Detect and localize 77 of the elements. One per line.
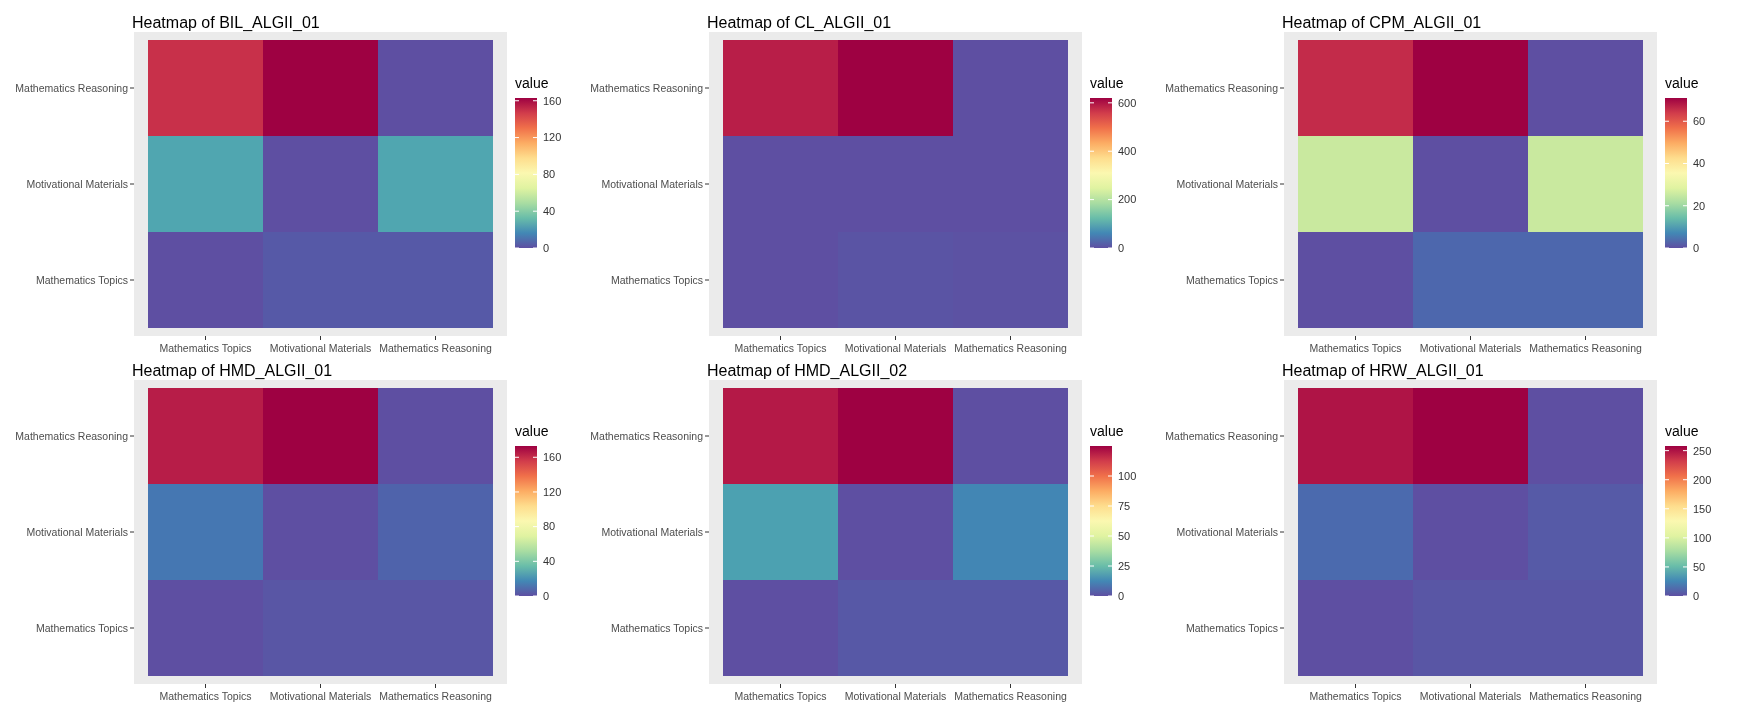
- color-bar-label: 100: [1118, 469, 1137, 482]
- color-bar-label: 40: [543, 555, 556, 568]
- chart-title: Heatmap of CPM_ALGII_01: [1282, 14, 1482, 32]
- color-bar-label: 20: [1693, 199, 1706, 212]
- x-tick-label: Motivational Materials: [1419, 342, 1522, 354]
- y-tick-label: Mathematics Topics: [35, 621, 128, 634]
- y-tick-label: Mathematics Reasoning: [590, 81, 704, 94]
- y-tick-label: Motivational Materials: [1176, 525, 1278, 538]
- color-bar-label: 0: [543, 589, 550, 602]
- x-tick-label: Mathematics Topics: [1309, 690, 1402, 702]
- color-bar-label: 160: [543, 94, 562, 107]
- y-tick-label: Mathematics Reasoning: [15, 81, 129, 94]
- x-tick-label: Motivational Materials: [844, 690, 947, 702]
- x-tick-label: Mathematics Topics: [734, 690, 827, 702]
- color-bar-label: 50: [1693, 560, 1706, 573]
- color-bar-label: 0: [1118, 589, 1125, 602]
- color-bar-label: 0: [1693, 241, 1700, 254]
- x-tick-label: Mathematics Topics: [159, 342, 252, 354]
- chart-title: Heatmap of HMD_ALGII_01: [132, 362, 333, 380]
- y-tick-label: Mathematics Topics: [610, 621, 703, 634]
- color-bar-label: 40: [1693, 157, 1706, 170]
- legend-title: value: [1090, 75, 1124, 91]
- y-tick-label: Mathematics Reasoning: [1165, 429, 1279, 442]
- color-bar-label: 600: [1118, 96, 1137, 109]
- x-tick-label: Mathematics Reasoning: [954, 690, 1067, 702]
- y-tick-label: Mathematics Reasoning: [590, 429, 704, 442]
- color-bar-label: 50: [1118, 529, 1131, 542]
- chart-title: Heatmap of HMD_ALGII_02: [707, 362, 908, 380]
- color-bar-label: 120: [543, 485, 562, 498]
- color-bar-label: 80: [543, 168, 556, 181]
- color-bar-label: 0: [543, 241, 550, 254]
- y-tick-label: Motivational Materials: [26, 177, 128, 190]
- color-bar-label: 0: [1118, 241, 1125, 254]
- x-tick-label: Mathematics Reasoning: [954, 342, 1067, 354]
- x-tick-label: Mathematics Topics: [734, 342, 827, 354]
- color-bar-label: 250: [1693, 444, 1712, 457]
- y-tick-label: Motivational Materials: [26, 525, 128, 538]
- color-bar-label: 25: [1118, 559, 1131, 572]
- color-bar-label: 160: [543, 451, 562, 464]
- legend-title: value: [515, 423, 549, 439]
- legend-title: value: [515, 75, 549, 91]
- x-tick-label: Motivational Materials: [269, 690, 372, 702]
- chart-title: Heatmap of HRW_ALGII_01: [1282, 362, 1484, 380]
- y-tick-label: Motivational Materials: [601, 525, 703, 538]
- color-bar-label: 75: [1118, 499, 1131, 512]
- legend-title: value: [1090, 423, 1124, 439]
- x-tick-label: Motivational Materials: [269, 342, 372, 354]
- y-tick-label: Mathematics Reasoning: [1165, 81, 1279, 94]
- y-tick-label: Mathematics Topics: [35, 273, 128, 286]
- legend-title: value: [1665, 423, 1699, 439]
- x-tick-label: Mathematics Reasoning: [1529, 342, 1642, 354]
- color-bar-label: 200: [1118, 193, 1137, 206]
- x-tick-label: Mathematics Reasoning: [379, 342, 492, 354]
- color-bar-label: 40: [543, 205, 556, 218]
- color-bar-label: 80: [543, 520, 556, 533]
- color-bar-label: 400: [1118, 145, 1137, 158]
- color-bar-label: 150: [1693, 502, 1712, 515]
- color-bar-label: 100: [1693, 531, 1712, 544]
- legend-title: value: [1665, 75, 1699, 91]
- chart-title: Heatmap of BIL_ALGII_01: [132, 14, 320, 32]
- y-tick-label: Mathematics Topics: [610, 273, 703, 286]
- x-tick-label: Mathematics Reasoning: [379, 690, 492, 702]
- x-tick-label: Mathematics Topics: [159, 690, 252, 702]
- color-bar-label: 120: [543, 131, 562, 144]
- color-bar-label: 200: [1693, 473, 1712, 486]
- x-tick-label: Motivational Materials: [844, 342, 947, 354]
- y-tick-label: Motivational Materials: [601, 177, 703, 190]
- color-bar-label: 60: [1693, 115, 1706, 128]
- y-tick-label: Motivational Materials: [1176, 177, 1278, 190]
- color-bar-label: 0: [1693, 589, 1700, 602]
- x-tick-label: Mathematics Reasoning: [1529, 690, 1642, 702]
- y-tick-label: Mathematics Reasoning: [15, 429, 129, 442]
- y-tick-label: Mathematics Topics: [1185, 621, 1278, 634]
- x-tick-label: Motivational Materials: [1419, 690, 1522, 702]
- y-tick-label: Mathematics Topics: [1185, 273, 1278, 286]
- chart-title: Heatmap of CL_ALGII_01: [707, 14, 892, 32]
- x-tick-label: Mathematics Topics: [1309, 342, 1402, 354]
